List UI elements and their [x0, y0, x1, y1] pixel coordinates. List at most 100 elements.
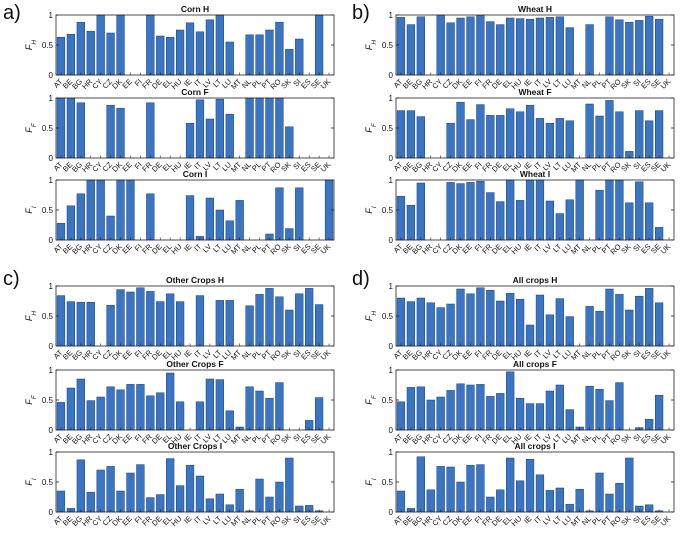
- y-axis-label-main: F: [364, 44, 374, 50]
- bar: [535, 118, 545, 159]
- y-axis-label-sub: H: [31, 311, 38, 316]
- x-tick-label: FI: [133, 432, 144, 443]
- x-tick-label: SK: [279, 432, 292, 445]
- chart-other-crops-f: 00.51ATBEBGHRCYCZDKEEFIFRDEELHUIEITLVLTL…: [24, 359, 335, 446]
- bar: [446, 303, 455, 347]
- bar: [245, 386, 254, 431]
- bar: [535, 474, 545, 513]
- x-tick-label: HU: [169, 514, 183, 528]
- bar: [106, 466, 115, 513]
- x-tick-label: FI: [133, 77, 144, 88]
- bar: [76, 193, 85, 241]
- bar: [555, 384, 564, 431]
- bar: [245, 305, 254, 347]
- chart-other-crops-h: 00.51ATBEBGHRCYCZDKEEFIFRDEELHUIEITLVLTL…: [24, 275, 335, 362]
- y-axis-label: FH: [24, 40, 38, 51]
- x-tick-label: EE: [120, 432, 133, 445]
- bar: [595, 472, 604, 513]
- bar: [486, 396, 495, 431]
- bar: [654, 18, 664, 76]
- bar: [515, 18, 525, 76]
- y-axis-label-sub: I: [31, 478, 38, 480]
- x-tick-label: FI: [473, 432, 484, 443]
- bar: [215, 493, 224, 513]
- chart-corn-f: 00.51ATBEBGHRCYCZDKEEFIFRDEELHUIEITLVLTL…: [24, 87, 335, 174]
- bar: [565, 27, 574, 76]
- y-tick-label: 0: [49, 236, 54, 245]
- bar: [166, 458, 175, 513]
- bar: [86, 301, 95, 347]
- bar: [166, 293, 175, 347]
- bar: [314, 14, 324, 76]
- bar: [295, 38, 304, 76]
- x-tick-label: SI: [291, 77, 302, 88]
- bar: [136, 464, 145, 513]
- bar: [175, 401, 185, 431]
- y-axis-label-sub: H: [371, 311, 378, 316]
- bar: [86, 400, 95, 431]
- bar: [436, 307, 445, 347]
- bar: [396, 490, 406, 513]
- bar: [456, 288, 465, 347]
- bar: [555, 16, 564, 76]
- y-axis-label: FH: [364, 40, 378, 51]
- x-tick-label: SI: [291, 242, 302, 253]
- bar: [396, 17, 406, 76]
- bar: [595, 115, 604, 159]
- bar: [166, 36, 175, 76]
- bar: [456, 183, 465, 241]
- y-tick-label: 1: [49, 366, 54, 375]
- bar: [106, 304, 115, 347]
- bar: [466, 384, 475, 431]
- x-tick-label: EE: [120, 160, 133, 173]
- bar: [654, 110, 664, 159]
- bar: [396, 110, 406, 159]
- bar: [106, 32, 115, 76]
- bar: [66, 387, 76, 431]
- bar: [215, 14, 224, 76]
- y-tick-label: 0.5: [382, 41, 394, 50]
- bar: [265, 97, 274, 159]
- bar: [476, 287, 485, 347]
- bar: [645, 202, 654, 241]
- y-axis-label: FI: [24, 206, 38, 214]
- bar: [515, 200, 525, 241]
- bar: [116, 107, 125, 159]
- bar: [56, 402, 66, 431]
- bar: [416, 182, 425, 241]
- y-axis-label-sub: F: [371, 122, 378, 127]
- y-axis-label: FF: [364, 122, 378, 133]
- bar: [416, 386, 425, 431]
- bar: [575, 179, 584, 241]
- chart-all-crops-f: 00.51ATBEBGHRCYCZDKEEFIFRDEELHUIEITLVLTL…: [364, 359, 675, 446]
- y-axis-label-main: F: [24, 44, 34, 50]
- x-tick-label: SK: [279, 77, 292, 90]
- chart-title: Corn H: [181, 4, 209, 14]
- bar: [195, 31, 205, 76]
- bar: [555, 487, 564, 513]
- bar: [285, 48, 294, 76]
- bar: [265, 29, 274, 76]
- chart-title: Corn I: [183, 169, 208, 179]
- panel-letter-d: d): [352, 268, 370, 290]
- bar: [506, 371, 515, 431]
- x-tick-label: SK: [279, 242, 292, 255]
- bar: [225, 220, 234, 241]
- bar: [555, 213, 564, 241]
- y-tick-label: 0: [49, 508, 54, 517]
- x-tick-label: IE: [522, 77, 533, 88]
- bar: [406, 24, 416, 76]
- bar: [106, 104, 115, 159]
- bar: [545, 200, 555, 241]
- y-tick-label: 0.5: [382, 312, 394, 321]
- bar: [645, 15, 654, 76]
- bar: [625, 457, 634, 513]
- x-tick-label: SK: [279, 514, 292, 527]
- bar: [545, 314, 555, 347]
- x-tick-label: SK: [619, 514, 632, 527]
- x-tick-label: SK: [279, 160, 292, 173]
- bar: [496, 201, 505, 241]
- panel-letter-a: a): [3, 2, 21, 24]
- bar: [205, 118, 215, 159]
- bar: [605, 288, 614, 347]
